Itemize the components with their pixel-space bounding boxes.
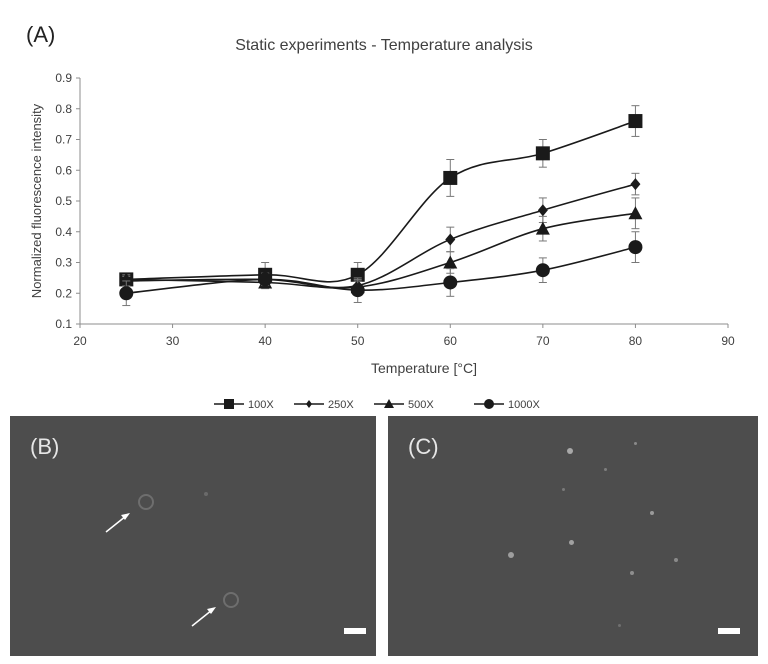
y-tick-label: 0.7 (55, 133, 72, 147)
x-tick-label: 80 (629, 334, 643, 348)
y-tick-label: 0.3 (55, 256, 72, 270)
series-line-1000X (126, 246, 636, 295)
scale-bar (344, 628, 366, 634)
micrograph-b: (B) (10, 416, 376, 656)
x-tick-label: 60 (444, 334, 458, 348)
panel-c-label: (C) (408, 434, 439, 459)
data-point-1000X (350, 283, 365, 298)
y-axis-label: Normalized fluorescence intensity (29, 103, 44, 298)
data-point-1000X (443, 275, 458, 290)
x-tick-label: 50 (351, 334, 365, 348)
data-point-1000X (535, 263, 550, 278)
particle (204, 492, 208, 496)
particle (569, 540, 574, 545)
y-tick-label: 0.4 (55, 225, 72, 239)
data-point-500X (535, 221, 550, 235)
y-tick-label: 0.6 (55, 163, 72, 177)
particle (562, 488, 565, 491)
data-point-1000X (258, 272, 273, 287)
legend-label: 1000X (508, 399, 540, 411)
particle (508, 552, 514, 558)
x-axis-label: Temperature [°C] (371, 360, 477, 376)
legend-marker-1000X (484, 399, 494, 409)
data-point-1000X (119, 286, 134, 301)
data-point-100X (443, 170, 458, 185)
data-point-250X (445, 233, 456, 246)
data-point-100X (628, 114, 643, 129)
particle (674, 558, 678, 562)
panel-b-label: (B) (30, 434, 60, 459)
data-point-500X (628, 206, 643, 220)
arrows-layer (105, 513, 216, 627)
legend-label: 250X (328, 399, 354, 411)
panel-a-label: (A) (26, 22, 56, 47)
temperature-line-chart: Static experiments - Temperature analysi… (29, 37, 735, 411)
series-line-250X (126, 183, 636, 289)
x-tick-label: 30 (166, 334, 180, 348)
y-tick-label: 0.5 (55, 194, 72, 208)
data-point-1000X (628, 240, 643, 255)
y-tick-label: 0.8 (55, 102, 72, 116)
data-point-100X (535, 146, 550, 161)
data-point-250X (537, 204, 548, 217)
particle (618, 624, 621, 627)
data-point-500X (119, 272, 134, 286)
data-point-250X (630, 178, 641, 191)
particle (634, 442, 637, 445)
legend-marker-500X (384, 399, 394, 408)
y-tick-label: 0.1 (55, 317, 72, 331)
micrograph-c: (C) (388, 416, 758, 656)
scale-bar (718, 628, 740, 634)
x-tick-label: 90 (721, 334, 735, 348)
legend-marker-100X (224, 399, 234, 409)
legend-marker-250X (306, 400, 312, 408)
y-tick-label: 0.2 (55, 286, 72, 300)
particle (650, 511, 654, 515)
particle (223, 592, 239, 608)
data-point-500X (443, 255, 458, 269)
x-tick-label: 40 (258, 334, 272, 348)
particle (630, 571, 634, 575)
legend-label: 500X (408, 399, 434, 411)
y-tick-label: 0.9 (55, 71, 72, 85)
particle (138, 494, 154, 510)
series-line-100X (126, 120, 636, 283)
particle (604, 468, 607, 471)
x-tick-label: 20 (73, 334, 87, 348)
arrow-icon (105, 513, 130, 533)
particle (567, 448, 573, 454)
legend-label: 100X (248, 399, 274, 411)
chart-title: Static experiments - Temperature analysi… (235, 37, 533, 54)
arrow-icon (191, 607, 216, 627)
x-tick-label: 70 (536, 334, 550, 348)
